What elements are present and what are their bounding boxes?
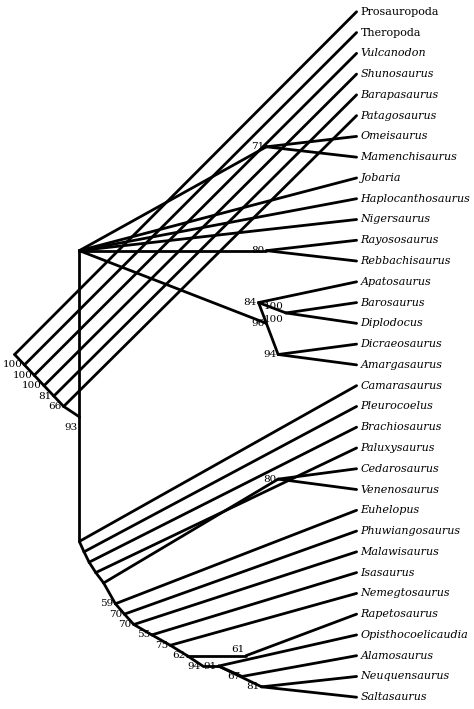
Text: Rayososaurus: Rayososaurus — [361, 235, 439, 245]
Text: Barosaurus: Barosaurus — [361, 298, 425, 308]
Text: 75: 75 — [155, 641, 168, 649]
Text: 70: 70 — [109, 610, 122, 619]
Text: 81: 81 — [38, 391, 52, 401]
Text: 100: 100 — [264, 315, 284, 324]
Text: 80: 80 — [251, 246, 264, 255]
Text: Isasaurus: Isasaurus — [361, 568, 415, 578]
Text: 67: 67 — [227, 672, 240, 681]
Text: Barapasaurus: Barapasaurus — [361, 90, 439, 100]
Text: Venenosaurus: Venenosaurus — [361, 484, 439, 494]
Text: Malawisaurus: Malawisaurus — [361, 547, 439, 557]
Text: 93: 93 — [64, 423, 77, 432]
Text: 96: 96 — [251, 319, 264, 328]
Text: Amargasaurus: Amargasaurus — [361, 360, 443, 370]
Text: 80: 80 — [263, 474, 276, 484]
Text: Cedarosaurus: Cedarosaurus — [361, 464, 439, 474]
Text: Nigersaurus: Nigersaurus — [361, 215, 430, 225]
Text: 70: 70 — [118, 620, 132, 629]
Text: 59: 59 — [100, 599, 113, 608]
Text: Diplodocus: Diplodocus — [361, 318, 423, 328]
Text: Alamosaurus: Alamosaurus — [361, 651, 434, 661]
Text: Saltasaurus: Saltasaurus — [361, 692, 427, 702]
Text: Opisthocoelicaudia: Opisthocoelicaudia — [361, 630, 468, 640]
Text: Theropoda: Theropoda — [361, 28, 421, 38]
Text: Apatosaurus: Apatosaurus — [361, 277, 431, 287]
Text: 100: 100 — [12, 371, 32, 380]
Text: 66: 66 — [48, 402, 62, 411]
Text: 100: 100 — [264, 302, 284, 311]
Text: Patagosaurus: Patagosaurus — [361, 111, 437, 121]
Text: Rapetosaurus: Rapetosaurus — [361, 609, 438, 619]
Text: 71: 71 — [251, 143, 264, 151]
Text: Nemegtosaurus: Nemegtosaurus — [361, 588, 450, 598]
Text: Phuwiangosaurus: Phuwiangosaurus — [361, 526, 461, 536]
Text: Jobaria: Jobaria — [361, 173, 401, 183]
Text: Mamenchisaurus: Mamenchisaurus — [361, 152, 457, 162]
Text: Vulcanodon: Vulcanodon — [361, 48, 426, 58]
Text: 94: 94 — [188, 661, 201, 671]
Text: Camarasaurus: Camarasaurus — [361, 381, 443, 391]
Text: 100: 100 — [22, 381, 42, 390]
Text: Shunosaurus: Shunosaurus — [361, 69, 434, 79]
Text: 81: 81 — [246, 682, 260, 691]
Text: Paluxysaurus: Paluxysaurus — [361, 443, 435, 453]
Text: Pleurocoelus: Pleurocoelus — [361, 401, 433, 411]
Text: 94: 94 — [263, 350, 276, 359]
Text: Euhelopus: Euhelopus — [361, 506, 420, 515]
Text: Haplocanthosaurus: Haplocanthosaurus — [361, 194, 470, 203]
Text: 62: 62 — [172, 651, 185, 660]
Text: Dicraeosaurus: Dicraeosaurus — [361, 339, 442, 349]
Text: 100: 100 — [2, 360, 22, 369]
Text: Prosauropoda: Prosauropoda — [361, 7, 439, 17]
Text: 61: 61 — [231, 645, 244, 654]
Text: Neuquensaurus: Neuquensaurus — [361, 671, 450, 681]
Text: Rebbachisaurus: Rebbachisaurus — [361, 256, 451, 266]
Text: Omeisaurus: Omeisaurus — [361, 131, 428, 141]
Text: 84: 84 — [243, 298, 256, 307]
Text: 55: 55 — [137, 630, 150, 640]
Text: Brachiosaurus: Brachiosaurus — [361, 422, 442, 432]
Text: 91: 91 — [203, 661, 217, 671]
